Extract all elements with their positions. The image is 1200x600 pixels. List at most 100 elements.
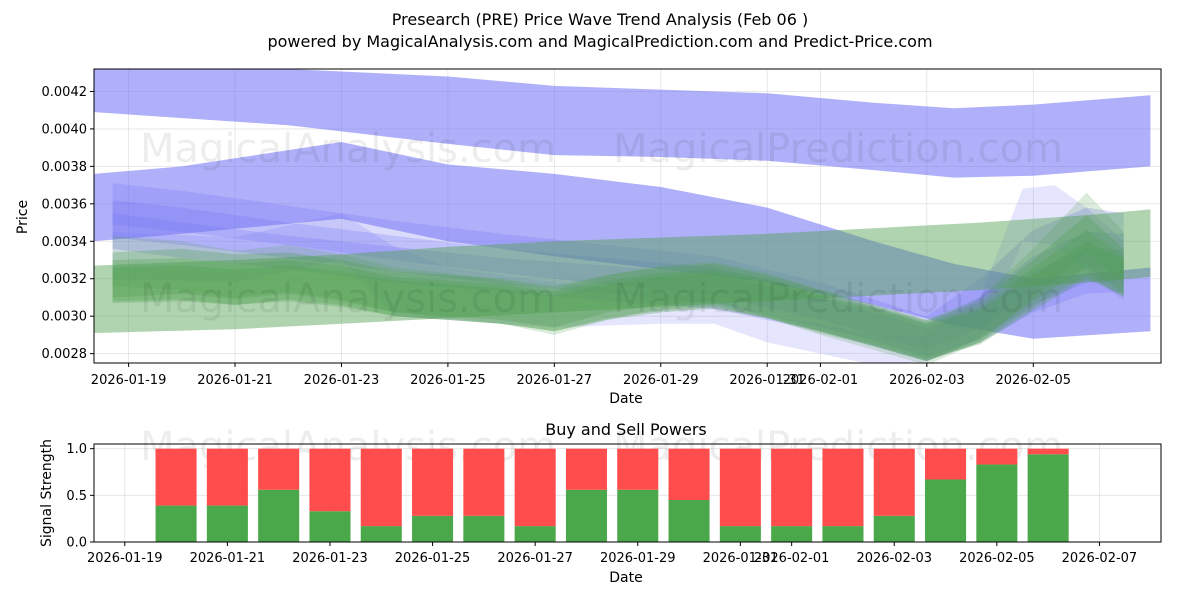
- watermark-analysis-mid: MagicalAnalysis.com: [140, 276, 556, 322]
- price-ytick-label: 0.0038: [42, 160, 88, 175]
- price-xtick-label: 2026-02-05: [995, 373, 1071, 388]
- price-xtick-label: 2026-01-23: [304, 373, 380, 388]
- sell-bar-2026-01-24: [360, 448, 402, 527]
- sell-bar-2026-02-01: [771, 448, 813, 527]
- signal-xtick-label: 2026-02-01: [754, 551, 830, 566]
- signal-xtick-label: 2026-02-05: [959, 551, 1035, 566]
- signal-xtick-label: 2026-01-21: [190, 551, 266, 566]
- band-blue-wide-lower: [94, 142, 1151, 339]
- buy-bar-2026-01-27: [514, 526, 556, 542]
- sell-bar-2026-01-20: [155, 448, 197, 506]
- chart-title: Presearch (PRE) Price Wave Trend Analysi…: [392, 10, 808, 29]
- buy-bar-2026-02-01: [771, 526, 813, 542]
- sell-bar-2026-02-05: [976, 448, 1018, 465]
- signal-title: Buy and Sell Powers: [545, 420, 707, 439]
- buy-bar-2026-01-29: [617, 489, 659, 542]
- band-green-wide: [94, 209, 1151, 333]
- sell-bar-2026-01-30: [668, 448, 710, 500]
- signal-xtick-label: 2026-01-25: [395, 551, 471, 566]
- price-ytick-label: 0.0036: [42, 197, 88, 212]
- signal-xtick-label: 2026-01-23: [292, 551, 368, 566]
- signal-ytick-label: 1.0: [66, 442, 87, 457]
- band-green-mid-3: [112, 241, 1124, 360]
- signal-ytick-label: 0.5: [66, 489, 87, 504]
- band-green-mid-1: [112, 215, 1124, 362]
- price-xtick-label: 2026-01-19: [91, 373, 167, 388]
- price-xtick-label: 2026-02-03: [889, 373, 965, 388]
- buy-bar-2026-01-26: [463, 515, 505, 542]
- band-blue-wide-upper: [94, 69, 1151, 178]
- buy-bar-2026-02-02: [822, 526, 864, 542]
- signal-plot: Buy and Sell Powers MagicalAnalysis.com …: [39, 420, 1162, 586]
- sell-bar-2026-01-28: [565, 448, 607, 490]
- signal-bars: [155, 448, 1069, 542]
- watermark-analysis-top: MagicalAnalysis.com: [140, 126, 556, 172]
- signal-axes: 2026-01-19 2026-01-21 2026-01-23 2026-01-25…: [66, 442, 1162, 566]
- price-xtick-label: 2026-02-01: [783, 373, 859, 388]
- band-blue-mid-2: [112, 200, 1124, 358]
- signal-xtick-label: 2026-02-07: [1062, 551, 1138, 566]
- price-ytick-label: 0.0030: [42, 310, 88, 325]
- buy-bar-2026-01-25: [412, 515, 454, 542]
- price-xtick-label: 2026-01-27: [517, 373, 593, 388]
- buy-bar-2026-01-30: [668, 500, 710, 542]
- signal-xtick-label: 2026-01-31: [703, 551, 779, 566]
- price-axes: 2026-01-19 2026-01-21 2026-01-23 2026-01-25…: [42, 68, 1162, 388]
- price-ytick-label: 0.0040: [42, 122, 88, 137]
- band-blue-spike: [112, 185, 1124, 363]
- price-ytick-label: 0.0034: [42, 235, 88, 250]
- buy-bar-2026-01-28: [565, 489, 607, 542]
- signal-xtick-label: 2026-02-03: [856, 551, 932, 566]
- buy-bar-2026-01-31: [719, 526, 761, 542]
- sell-bar-2026-01-26: [463, 448, 505, 516]
- signal-xtick-label: 2026-01-27: [497, 551, 573, 566]
- buy-bar-2026-02-04: [925, 479, 967, 542]
- price-ylabel: Price: [15, 200, 31, 234]
- buy-bar-2026-01-23: [309, 511, 351, 542]
- price-ytick-label: 0.0028: [42, 347, 88, 362]
- price-xtick-label: 2026-01-29: [623, 373, 699, 388]
- buy-bar-2026-01-24: [360, 526, 402, 542]
- price-xlabel: Date: [609, 391, 642, 407]
- price-frame: [93, 68, 1162, 364]
- signal-ylabel: Signal Strength: [39, 439, 55, 547]
- sell-bar-2026-02-04: [925, 448, 967, 480]
- buy-bar-2026-02-05: [976, 464, 1018, 542]
- price-xtick-label: 2026-01-21: [197, 373, 273, 388]
- watermark-prediction-mid: MagicalPrediction.com: [613, 276, 1063, 322]
- buy-bar-2026-02-03: [873, 515, 915, 542]
- buy-bar-2026-01-21: [206, 505, 248, 542]
- buy-bar-2026-01-20: [155, 505, 197, 542]
- signal-xtick-label: 2026-01-29: [600, 551, 676, 566]
- price-xtick-label: 2026-01-31: [729, 373, 805, 388]
- band-blue-mid-1: [112, 183, 1124, 350]
- signal-ytick-label: 0.0: [66, 536, 87, 551]
- sell-bar-2026-01-25: [412, 448, 454, 516]
- watermark-prediction-top: MagicalPrediction.com: [613, 126, 1063, 172]
- sell-bar-2026-01-23: [309, 448, 351, 512]
- sell-bar-2026-01-29: [617, 448, 659, 490]
- signal-xlabel: Date: [609, 570, 642, 586]
- sell-bar-2026-02-02: [822, 448, 864, 527]
- price-ytick-label: 0.0032: [42, 272, 88, 287]
- signal-frame: [93, 443, 1162, 543]
- sell-bar-2026-02-06: [1027, 448, 1069, 455]
- price-plot: MagicalAnalysis.com MagicalPrediction.co…: [15, 68, 1162, 407]
- price-bands: [94, 69, 1151, 363]
- price-xtick-label: 2026-01-25: [410, 373, 486, 388]
- sell-bar-2026-01-27: [514, 448, 556, 527]
- band-green-spike: [112, 192, 1124, 363]
- chart-subtitle: powered by MagicalAnalysis.com and Magic…: [267, 32, 932, 51]
- price-ytick-label: 0.0042: [42, 85, 88, 100]
- sell-bar-2026-01-21: [206, 448, 248, 506]
- sell-bar-2026-01-22: [258, 448, 300, 490]
- buy-bar-2026-02-06: [1027, 454, 1069, 542]
- sell-bar-2026-02-03: [873, 448, 915, 516]
- sell-bar-2026-01-31: [719, 448, 761, 527]
- buy-bar-2026-01-22: [258, 489, 300, 542]
- band-green-mid-2: [112, 230, 1124, 362]
- signal-xtick-label: 2026-01-19: [87, 551, 163, 566]
- band-blue-mid-3: [112, 213, 1124, 362]
